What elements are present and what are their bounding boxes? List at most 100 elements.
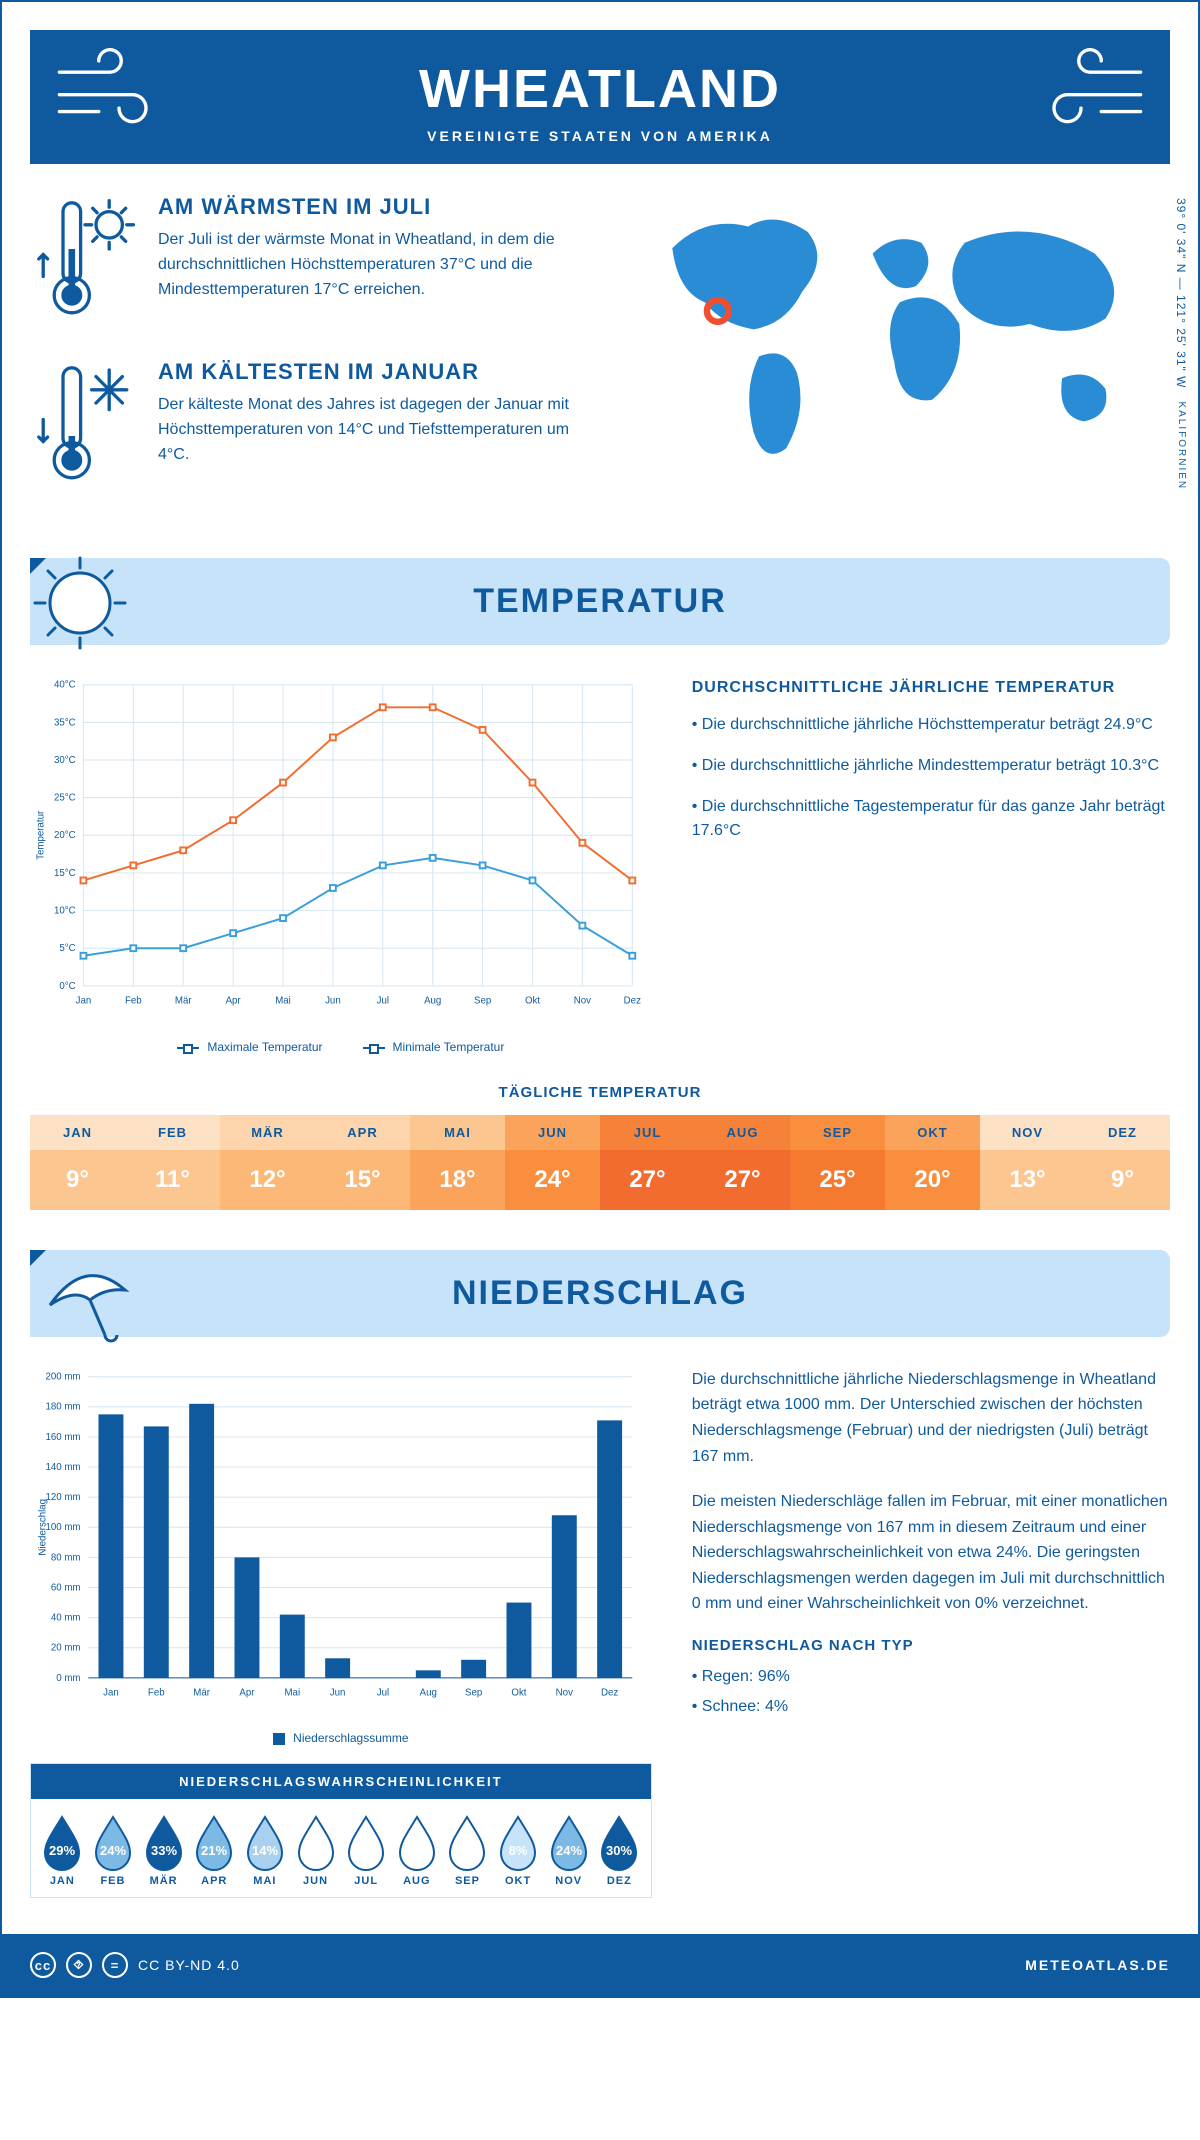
coordinates: 39° 0' 34" N — 121° 25' 31" W KALIFORNIE… [1174, 198, 1188, 490]
svg-text:Sep: Sep [474, 995, 491, 1006]
daily-cell: FEB 11° [125, 1115, 220, 1210]
svg-text:14%: 14% [252, 1843, 278, 1858]
precip-p1: Die durchschnittliche jährliche Niedersc… [692, 1367, 1170, 1469]
coord-region: KALIFORNIEN [1176, 401, 1187, 490]
license-badge: cc ⯑ = CC BY-ND 4.0 [30, 1952, 240, 1978]
umbrella-icon [30, 1240, 150, 1350]
section-precip-title: NIEDERSCHLAG [40, 1274, 1160, 1313]
svg-text:160 mm: 160 mm [45, 1432, 80, 1443]
daily-cell: DEZ 9° [1075, 1115, 1170, 1210]
precip-type-2: • Schnee: 4% [692, 1694, 1170, 1720]
precip-prob-drop: 4% SEP [442, 1813, 493, 1887]
page-subtitle: VEREINIGTE STAATEN VON AMERIKA [40, 128, 1160, 144]
svg-text:Aug: Aug [424, 995, 441, 1006]
svg-text:100 mm: 100 mm [45, 1522, 80, 1533]
temp-legend: Maximale Temperatur Minimale Temperatur [30, 1040, 652, 1054]
svg-text:Mai: Mai [284, 1687, 300, 1698]
section-temperature-banner: TEMPERATUR [30, 558, 1170, 645]
svg-text:24%: 24% [556, 1843, 582, 1858]
temp-bullet-2: • Die durchschnittliche jährliche Mindes… [692, 754, 1170, 779]
precip-prob-heading: NIEDERSCHLAGSWAHRSCHEINLICHKEIT [31, 1764, 651, 1799]
svg-text:5°C: 5°C [59, 943, 75, 954]
svg-text:1%: 1% [407, 1843, 426, 1858]
svg-text:21%: 21% [201, 1843, 227, 1858]
coldest-text: Der kälteste Monat des Jahres ist dagege… [158, 393, 599, 467]
daily-cell: APR 15° [315, 1115, 410, 1210]
temperature-summary: DURCHSCHNITTLICHE JÄHRLICHE TEMPERATUR •… [692, 675, 1170, 1054]
svg-text:60 mm: 60 mm [51, 1582, 81, 1593]
daily-cell: JAN 9° [30, 1115, 125, 1210]
thermometer-cold-icon [30, 359, 140, 496]
svg-text:Nov: Nov [556, 1687, 573, 1698]
precip-prob-drop: 33% MÄR [138, 1813, 189, 1887]
temp-summary-heading: DURCHSCHNITTLICHE JÄHRLICHE TEMPERATUR [692, 679, 1170, 697]
svg-text:200 mm: 200 mm [45, 1371, 80, 1382]
precip-prob-drop: 24% NOV [543, 1813, 594, 1887]
precip-prob-drop: 14% MAI [240, 1813, 291, 1887]
precip-probability-panel: NIEDERSCHLAGSWAHRSCHEINLICHKEIT 29% JAN … [30, 1763, 652, 1898]
daily-cell: JUN 24° [505, 1115, 600, 1210]
svg-text:20 mm: 20 mm [51, 1642, 81, 1653]
svg-text:Mai: Mai [275, 995, 291, 1006]
precip-legend-label: Niederschlagssumme [293, 1731, 408, 1745]
precip-prob-drop: 1% AUG [391, 1813, 442, 1887]
svg-text:Feb: Feb [148, 1687, 165, 1698]
svg-text:Jan: Jan [103, 1687, 119, 1698]
footer: cc ⯑ = CC BY-ND 4.0 METEOATLAS.DE [2, 1934, 1198, 1996]
svg-text:Aug: Aug [420, 1687, 437, 1698]
svg-text:Apr: Apr [239, 1687, 255, 1698]
temperature-line-chart: 0°C5°C10°C15°C20°C25°C30°C35°C40°CJanFeb… [30, 675, 652, 1054]
svg-text:35°C: 35°C [54, 717, 76, 728]
svg-text:0°C: 0°C [59, 981, 75, 992]
precip-type-heading: NIEDERSCHLAG NACH TYP [692, 1637, 1170, 1654]
world-map [629, 194, 1170, 481]
svg-text:8%: 8% [509, 1843, 528, 1858]
legend-max-label: Maximale Temperatur [207, 1040, 322, 1054]
cc-icon: cc [30, 1952, 56, 1978]
svg-text:29%: 29% [49, 1843, 75, 1858]
nd-icon: = [102, 1952, 128, 1978]
svg-text:0 mm: 0 mm [56, 1672, 80, 1683]
daily-temp-strip: JAN 9° FEB 11° MÄR 12° APR 15° MAI 18° J… [30, 1115, 1170, 1210]
svg-text:Apr: Apr [226, 995, 242, 1006]
coldest-block: AM KÄLTESTEN IM JANUAR Der kälteste Mona… [30, 359, 599, 496]
svg-text:Nov: Nov [574, 995, 591, 1006]
svg-text:Jun: Jun [330, 1687, 346, 1698]
sun-icon [30, 548, 150, 658]
legend-min-label: Minimale Temperatur [393, 1040, 505, 1054]
svg-text:4%: 4% [458, 1843, 477, 1858]
precip-prob-drop: 5% JUN [290, 1813, 341, 1887]
svg-text:Jan: Jan [76, 995, 92, 1006]
warmest-block: AM WÄRMSTEN IM JULI Der Juli ist der wär… [30, 194, 599, 331]
precipitation-bar-chart: 0 mm20 mm40 mm60 mm80 mm100 mm120 mm140 … [30, 1367, 652, 1899]
svg-text:Jul: Jul [377, 995, 389, 1006]
svg-text:40 mm: 40 mm [51, 1612, 81, 1623]
precip-prob-drop: 24% FEB [88, 1813, 139, 1887]
warmest-heading: AM WÄRMSTEN IM JULI [158, 194, 599, 220]
svg-text:24%: 24% [100, 1843, 126, 1858]
svg-text:Temperatur: Temperatur [36, 810, 47, 860]
svg-text:120 mm: 120 mm [45, 1492, 80, 1503]
section-temperature-title: TEMPERATUR [40, 582, 1160, 621]
daily-cell: JUL 27° [600, 1115, 695, 1210]
svg-text:Jul: Jul [377, 1687, 389, 1698]
precip-p2: Die meisten Niederschläge fallen im Febr… [692, 1489, 1170, 1617]
coldest-heading: AM KÄLTESTEN IM JANUAR [158, 359, 599, 385]
svg-text:Jun: Jun [325, 995, 341, 1006]
wind-right-icon [1030, 44, 1150, 134]
by-icon: ⯑ [66, 1952, 92, 1978]
precip-type-1: • Regen: 96% [692, 1664, 1170, 1690]
daily-cell: OKT 20° [885, 1115, 980, 1210]
svg-text:33%: 33% [151, 1843, 177, 1858]
svg-text:5%: 5% [306, 1843, 325, 1858]
daily-cell: MÄR 12° [220, 1115, 315, 1210]
infographic-page: WHEATLAND VEREINIGTE STAATEN VON AMERIKA… [0, 0, 1200, 1998]
svg-text:30°C: 30°C [54, 755, 76, 766]
precipitation-summary: Die durchschnittliche jährliche Niedersc… [692, 1367, 1170, 1899]
svg-text:25°C: 25°C [54, 793, 76, 804]
section-precip-banner: NIEDERSCHLAG [30, 1250, 1170, 1337]
svg-text:80 mm: 80 mm [51, 1552, 81, 1563]
svg-text:Dez: Dez [624, 995, 641, 1006]
svg-text:0%: 0% [357, 1843, 376, 1858]
daily-cell: MAI 18° [410, 1115, 505, 1210]
